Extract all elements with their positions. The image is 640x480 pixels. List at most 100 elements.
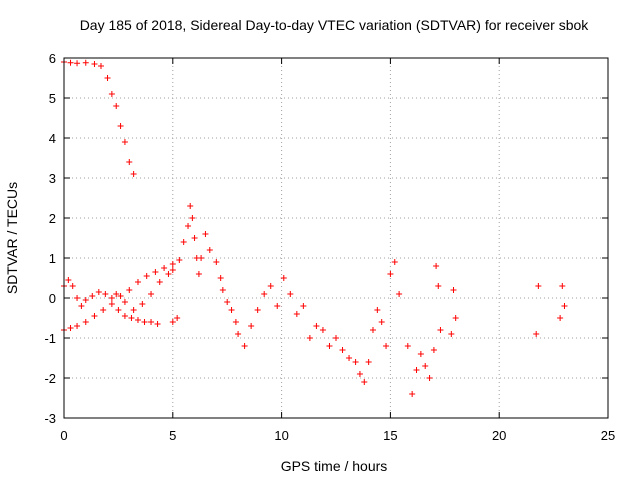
data-point: [224, 299, 231, 305]
data-point: [356, 371, 363, 377]
data-point: [404, 343, 411, 349]
data-point: [202, 231, 209, 237]
y-tick-label: -1: [44, 331, 56, 346]
y-axis-ticks: -3 -2 -1 0 1 2 3 4 5 6: [44, 51, 608, 426]
y-tick-label: -2: [44, 371, 56, 386]
series-wave-trace: [61, 277, 161, 327]
data-point: [232, 319, 239, 325]
data-point: [452, 315, 459, 321]
data-point: [254, 307, 261, 313]
series-dip-trace: [356, 259, 403, 385]
data-point: [161, 265, 168, 271]
data-point: [267, 283, 274, 289]
data-point: [191, 235, 198, 241]
data-point: [352, 359, 359, 365]
data-point: [143, 273, 150, 279]
data-point: [433, 263, 440, 269]
x-tick-label: 5: [169, 428, 176, 443]
series-morning-segments: [169, 203, 239, 325]
data-point: [69, 283, 76, 289]
x-tick-label: 25: [601, 428, 615, 443]
data-point: [78, 303, 85, 309]
data-point: [104, 75, 111, 81]
data-point: [450, 287, 457, 293]
data-point: [437, 327, 444, 333]
data-point: [154, 321, 161, 327]
data-point: [417, 351, 424, 357]
x-tick-label: 0: [60, 428, 67, 443]
data-point: [361, 379, 368, 385]
data-point: [557, 315, 564, 321]
data-point: [134, 279, 141, 285]
data-point: [219, 287, 226, 293]
series-trough-trace: [404, 343, 437, 397]
data-point: [165, 271, 172, 277]
data-point: [235, 331, 242, 337]
plot-frame: [63, 57, 609, 419]
data-point: [141, 319, 148, 325]
data-point: [156, 279, 163, 285]
data-point: [374, 307, 381, 313]
data-point: [448, 331, 455, 337]
data-point: [148, 319, 155, 325]
x-tick-label: 20: [492, 428, 506, 443]
data-point: [559, 283, 566, 289]
data-point: [117, 293, 124, 299]
data-point: [365, 359, 372, 365]
data-point: [174, 315, 181, 321]
y-tick-label: 1: [49, 251, 56, 266]
data-point: [74, 323, 81, 329]
data-point: [97, 63, 104, 69]
data-point: [152, 269, 159, 275]
data-point: [91, 61, 98, 67]
data-point: [108, 295, 115, 301]
data-point: [91, 313, 98, 319]
data-point: [248, 323, 255, 329]
data-point: [126, 159, 133, 165]
data-point: [261, 291, 268, 297]
data-point: [128, 315, 135, 321]
data-point: [333, 335, 339, 341]
data-point: [65, 277, 72, 283]
data-point: [430, 347, 437, 353]
y-tick-label: 5: [49, 91, 56, 106]
data-point: [339, 347, 346, 353]
data-point: [185, 223, 192, 229]
data-point: [82, 297, 89, 303]
data-point: [300, 303, 307, 309]
series-afternoon-trace: [235, 275, 359, 365]
series-rising-trace: [61, 257, 183, 333]
data-point: [387, 271, 394, 277]
data-point: [169, 267, 176, 273]
y-tick-label: 2: [49, 211, 56, 226]
data-point: [413, 367, 420, 373]
series-middle-trace: [113, 267, 176, 313]
data-point: [139, 301, 146, 307]
data-point: [533, 331, 540, 337]
data-point: [89, 293, 96, 299]
data-point: [319, 327, 326, 333]
data-point: [113, 103, 120, 109]
chart-title: Day 185 of 2018, Sidereal Day-to-day VTE…: [80, 17, 590, 33]
data-point: [274, 303, 281, 309]
data-point: [121, 313, 128, 319]
data-point: [95, 289, 102, 295]
data-point: [561, 303, 568, 309]
data-point: [134, 317, 141, 323]
x-tick-label: 15: [383, 428, 397, 443]
x-axis-label: GPS time / hours: [281, 458, 388, 474]
data-point: [535, 283, 542, 289]
data-point: [198, 255, 205, 261]
data-point: [346, 355, 353, 361]
data-point: [121, 139, 128, 145]
y-tick-label: 6: [49, 51, 56, 66]
data-point: [189, 215, 196, 221]
x-axis-ticks: 0 5 10 15 20 25: [60, 58, 615, 443]
data-point: [422, 363, 429, 369]
data-point: [409, 391, 416, 397]
data-point: [102, 291, 109, 297]
data-point: [435, 283, 442, 289]
data-point: [241, 343, 248, 349]
data-point: [130, 171, 137, 177]
